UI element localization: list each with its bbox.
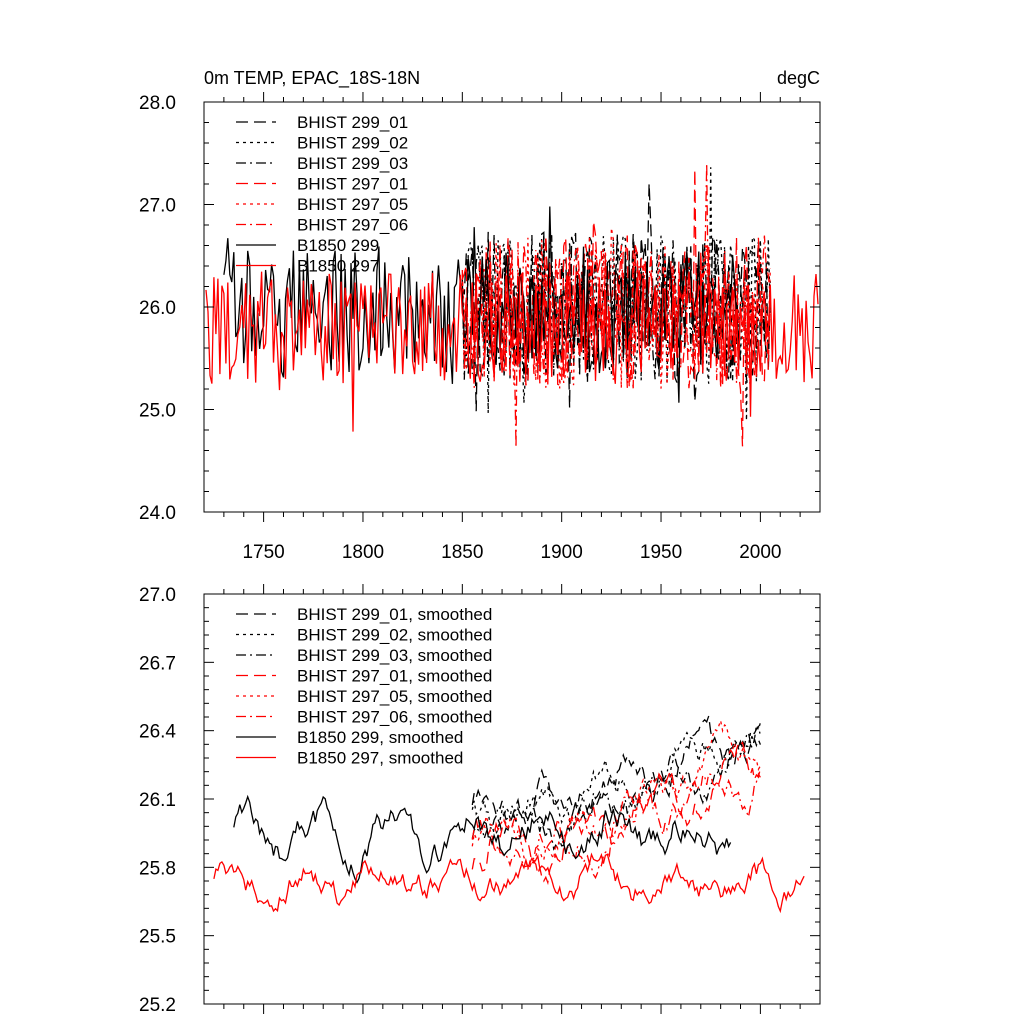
y-tick-label: 25.0: [139, 401, 176, 422]
series-line: [471, 715, 762, 835]
legend-label: BHIST 299_03, smoothed: [297, 646, 492, 665]
y-tick-label: 25.2: [139, 995, 176, 1016]
legend-label: BHIST 299_01, smoothed: [297, 605, 492, 624]
x-tick-label: 1800: [342, 542, 384, 563]
legend: BHIST 299_01, smoothed BHIST 299_02, smoo…: [236, 605, 492, 768]
x-tick-label: 2000: [739, 542, 781, 563]
legend-label: B1850 299, smoothed: [297, 728, 463, 747]
legend-label: BHIST 297_06, smoothed: [297, 708, 492, 727]
legend-label: BHIST 297_06: [297, 216, 408, 235]
axis-ticks: 24.0 25.0 26.0 27.0 28.0 1750 1800 1850 1900 1950…: [139, 92, 820, 563]
chart-title: 0m TEMP, EPAC_18S-18N: [204, 68, 420, 89]
x-tick-label: 1950: [640, 542, 682, 563]
y-tick-label: 26.0: [139, 298, 176, 319]
y-tick-label: 28.0: [139, 93, 176, 114]
series-line: [233, 794, 732, 884]
x-tick-label: 1900: [541, 542, 583, 563]
series-lines: [213, 715, 805, 914]
series-line: [213, 852, 805, 914]
legend-label: BHIST 297_05: [297, 195, 408, 214]
y-tick-label: 25.5: [139, 927, 176, 948]
series-line: [205, 270, 819, 432]
series-line: [471, 717, 761, 870]
axis-ticks: 25.2 25.5 25.8 26.1 26.4 26.7 27.0: [139, 584, 820, 1016]
legend-label: BHIST 299_02: [297, 134, 408, 153]
legend-label: BHIST 299_02, smoothed: [297, 626, 492, 645]
legend-label: BHIST 299_03: [297, 154, 408, 173]
legend-label: BHIST 297_01: [297, 175, 408, 194]
x-tick-label: 1750: [242, 542, 284, 563]
y-tick-label: 26.7: [139, 653, 176, 674]
x-tick-label: 1850: [441, 542, 483, 563]
bottom-panel: 25.2 25.5 25.8 26.1 26.4 26.7 27.0 BHIST 299_0…: [139, 584, 821, 1016]
legend-label: B1850 297: [297, 257, 379, 276]
y-tick-label: 26.4: [139, 722, 176, 743]
y-tick-label: 24.0: [139, 503, 176, 524]
legend-label: BHIST 297_05, smoothed: [297, 687, 492, 706]
series-line: [471, 725, 762, 851]
y-tick-label: 26.1: [139, 790, 176, 811]
legend-label: BHIST 299_01: [297, 113, 408, 132]
legend-label: B1850 299: [297, 236, 379, 255]
units-label: degC: [777, 68, 820, 88]
y-tick-label: 27.0: [139, 196, 176, 217]
series-line: [461, 227, 771, 389]
top-panel: 0m TEMP, EPAC_18S-18N degC 24.025.026.02…: [139, 68, 821, 563]
series-line: [471, 772, 761, 880]
y-tick-label: 25.8: [139, 858, 176, 879]
legend-label: B1850 297, smoothed: [297, 749, 463, 768]
series-line: [471, 722, 762, 835]
y-tick-label: 27.0: [139, 585, 176, 606]
series-lines: [205, 163, 819, 448]
legend-label: BHIST 297_01, smoothed: [297, 667, 492, 686]
